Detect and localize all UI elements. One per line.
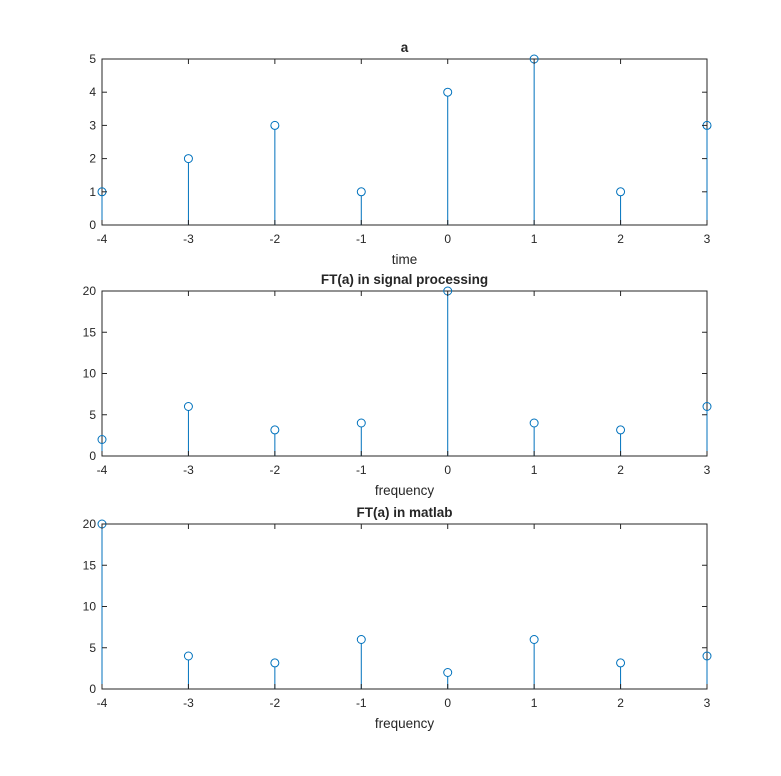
- subplot-3-x-tick-label: -1: [356, 696, 367, 710]
- subplot-3-x-tick-label: -4: [97, 696, 108, 710]
- subplot-1-marks: [97, 54, 712, 225]
- subplot-2-xlabel: frequency: [375, 483, 435, 498]
- subplot-3-stem-marker: [270, 658, 280, 668]
- subplot-3-x-tick-label: 1: [531, 696, 538, 710]
- subplot-2-x-tick-label: 2: [617, 463, 624, 477]
- subplot-2-x-tick-label: 3: [704, 463, 711, 477]
- subplot-2-y-tick-label: 10: [83, 367, 97, 381]
- subplot-3-stem-marker: [356, 635, 366, 644]
- subplot-1-y-tick-label: 3: [89, 118, 96, 132]
- subplot-1-y-tick-label: 1: [89, 185, 96, 199]
- subplot-1-y-tick-label: 5: [89, 52, 96, 66]
- subplot-1-stem-marker: [443, 87, 453, 97]
- subplot-1-y-tick-label: 0: [89, 218, 96, 232]
- subplot-1-x-tick-label: 1: [531, 232, 538, 246]
- subplot-2-x-tick-label: 1: [531, 463, 538, 477]
- subplot-3-y-tick-label: 0: [89, 682, 96, 696]
- subplot-2-axes: [101, 290, 708, 457]
- subplot-3-x-tick-label: 3: [704, 696, 711, 710]
- subplot-1-x-tick-label: 0: [444, 232, 451, 246]
- subplot-2-x-tick-label: -4: [97, 463, 108, 477]
- subplot-1-x-tick-label: -2: [270, 232, 281, 246]
- subplot-3: FT(a) in matlab -4 -3 -2 -1 0 1 2 3 0 5 10 15 20 fr…: [83, 505, 712, 731]
- subplot-3-stem-marker: [183, 651, 193, 661]
- subplot-2-stem-marker: [270, 425, 280, 435]
- subplot-3-marks: [97, 519, 712, 689]
- subplot-3-title: FT(a) in matlab: [356, 505, 452, 520]
- subplot-2-stem-marker: [97, 435, 107, 444]
- subplot-3-x-tick-label: -3: [183, 696, 194, 710]
- subplot-1-x-tick-label: -3: [183, 232, 194, 246]
- subplot-2-x-tick-label: 0: [444, 463, 451, 477]
- subplot-3-stem-marker: [616, 658, 626, 668]
- subplot-2-stem-marker: [356, 418, 366, 428]
- subplot-2-stem-marker: [616, 425, 626, 435]
- subplot-1-x-tick-label: -4: [97, 232, 108, 246]
- subplot-1: a -4 -3 -2 -1 0 1 2 3 0 1 2 3 4 5 time: [89, 40, 712, 267]
- subplot-2-stem-marker: [529, 418, 539, 428]
- subplot-1-stem-marker: [356, 187, 366, 197]
- subplot-1-stem-marker: [616, 187, 626, 197]
- subplot-2-y-tick-label: 5: [89, 408, 96, 422]
- subplot-3-axes: [101, 523, 708, 690]
- subplot-2-y-tick-label: 20: [83, 284, 97, 298]
- subplot-1-x-tick-label: 2: [617, 232, 624, 246]
- subplot-2-x-tick-label: -1: [356, 463, 367, 477]
- subplot-2-y-tick-label: 0: [89, 449, 96, 463]
- subplot-1-stem-marker: [270, 120, 280, 130]
- subplot-2-x-ticks: -4 -3 -2 -1 0 1 2 3: [97, 291, 711, 477]
- subplot-1-y-ticks: 0 1 2 3 4 5: [89, 52, 707, 232]
- subplot-3-x-tick-label: 0: [444, 696, 451, 710]
- subplot-1-y-tick-label: 2: [89, 152, 96, 166]
- subplot-3-y-tick-label: 10: [83, 600, 97, 614]
- subplot-3-stem-marker: [529, 635, 539, 644]
- subplot-2-stem-marker: [183, 402, 193, 411]
- subplot-1-x-ticks: -4 -3 -2 -1 0 1 2 3: [97, 59, 711, 246]
- subplot-1-title: a: [401, 40, 409, 55]
- subplot-3-stem-marker: [443, 668, 453, 677]
- subplot-2-x-tick-label: -3: [183, 463, 194, 477]
- subplot-3-y-tick-label: 5: [89, 641, 96, 655]
- subplot-1-stem-marker: [183, 154, 193, 164]
- subplot-2: FT(a) in signal processing -4 -3 -2 -1 0 1 2 3 …: [83, 272, 712, 498]
- subplot-1-y-tick-label: 4: [89, 85, 96, 99]
- subplot-2-marks: [97, 286, 712, 456]
- subplot-1-xlabel: time: [392, 252, 418, 267]
- subplot-3-x-tick-label: 2: [617, 696, 624, 710]
- subplot-2-y-tick-label: 15: [83, 325, 97, 339]
- subplot-3-y-ticks: 0 5 10 15 20: [83, 517, 707, 696]
- subplot-2-stem-marker: [702, 402, 712, 411]
- subplot-3-x-tick-label: -2: [270, 696, 281, 710]
- subplot-1-x-tick-label: 3: [704, 232, 711, 246]
- subplot-3-stem-marker: [702, 651, 712, 661]
- subplot-1-x-tick-label: -1: [356, 232, 367, 246]
- subplot-3-x-ticks: -4 -3 -2 -1 0 1 2 3: [97, 524, 711, 710]
- subplot-3-y-tick-label: 15: [83, 558, 97, 572]
- subplot-2-y-ticks: 0 5 10 15 20: [83, 284, 707, 463]
- subplot-2-title: FT(a) in signal processing: [321, 272, 488, 287]
- subplot-3-y-tick-label: 20: [83, 517, 97, 531]
- subplot-1-axes: [101, 58, 708, 226]
- subplot-3-xlabel: frequency: [375, 716, 435, 731]
- subplot-2-x-tick-label: -2: [270, 463, 281, 477]
